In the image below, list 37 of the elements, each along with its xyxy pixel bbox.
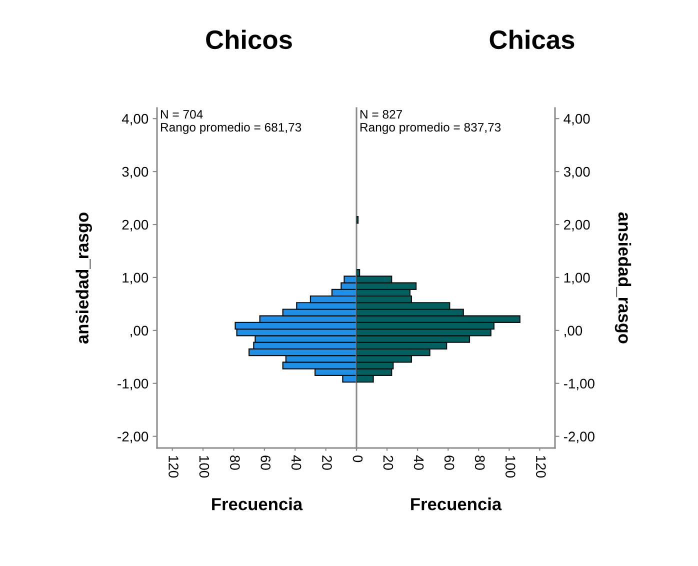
- y-tick-label: ,00: [130, 326, 148, 338]
- x-tick-label: 100: [199, 456, 210, 478]
- y-tick-label: -1,00: [118, 378, 148, 390]
- chart-title: Chicos: [206, 30, 292, 50]
- x-tick-label: 0: [352, 455, 363, 462]
- x-tick-label: 120: [168, 456, 178, 478]
- y-axis-title: ansiedad_rasgo: [614, 212, 632, 344]
- y-tick-label: 3,00: [564, 166, 590, 178]
- y-tick-label: -2,00: [564, 432, 594, 444]
- chart-title: Chicas: [490, 30, 574, 50]
- x-tick-label: 20: [383, 456, 394, 470]
- x-tick-label: 60: [260, 456, 271, 470]
- y-tick-label: 4,00: [122, 114, 148, 126]
- annotation: N = 704: [160, 110, 203, 119]
- x-tick-label: 20: [322, 456, 332, 470]
- y-tick-label: 2,00: [564, 220, 590, 232]
- x-tick-label: 40: [414, 455, 424, 470]
- y-tick-label: -2,00: [118, 432, 148, 444]
- annotation: Rango promedio = 837,73: [360, 122, 501, 134]
- annotation: Rango promedio = 681,73: [160, 122, 302, 134]
- x-axis-title: Frecuencia: [411, 498, 502, 510]
- x-tick-label: 80: [474, 456, 485, 470]
- y-tick-label: ,00: [564, 326, 582, 338]
- y-tick-label: 1,00: [122, 272, 148, 284]
- x-tick-label: 60: [444, 456, 454, 470]
- annotation: N = 827: [360, 110, 402, 119]
- y-tick-label: 1,00: [564, 272, 590, 284]
- y-tick-label: 2,00: [122, 220, 148, 232]
- x-tick-label: 40: [291, 455, 302, 470]
- x-tick-label: 120: [536, 456, 546, 478]
- y-tick-label: 4,00: [564, 114, 590, 126]
- y-tick-label: -1,00: [564, 378, 594, 390]
- y-tick-label: 3,00: [122, 166, 148, 178]
- y-axis-title: ansiedad_rasgo: [76, 212, 92, 344]
- x-tick-label: 100: [505, 456, 516, 478]
- x-axis-title: Frecuencia: [212, 498, 303, 510]
- x-tick-label: 80: [230, 456, 240, 470]
